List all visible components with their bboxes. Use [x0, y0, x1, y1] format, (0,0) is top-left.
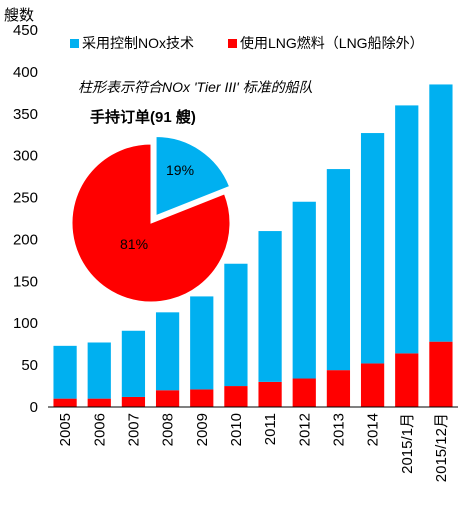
chart-annotation: 柱形表示符合NOx 'Tier III' 标准的船队 [78, 79, 313, 95]
bar-segment [87, 398, 111, 407]
pie-slice [155, 136, 231, 217]
bar-segment [360, 363, 385, 407]
bar-segment [360, 133, 385, 364]
legend-swatch-lng [228, 39, 237, 48]
inset-pie-chart: 手持订单(91 艘) 19% 81% [71, 108, 231, 303]
legend-label-lng: 使用LNG燃料（LNG船除外） [240, 35, 424, 51]
x-tick-label: 2006 [91, 413, 108, 446]
y-tick-label: 0 [30, 399, 38, 416]
x-tick-label: 2015/1月 [399, 413, 416, 474]
x-tick-label: 2012 [296, 413, 313, 446]
bar-segment [190, 389, 214, 407]
bar-segment [258, 381, 282, 407]
y-tick-label: 200 [13, 231, 38, 248]
y-tick-label: 250 [13, 190, 38, 207]
x-tick-label: 2009 [194, 413, 211, 446]
bar-segment [224, 263, 248, 387]
bar-segment [155, 312, 180, 391]
inset-pie-title: 手持订单(91 艘) [90, 108, 196, 126]
x-tick-label: 2008 [160, 413, 177, 446]
bar-segment [429, 341, 453, 407]
bar-segment [155, 390, 180, 407]
x-axis-labels: 2005 2006 2007 2008 2009 2010 2011 2012 2013 2014… [57, 413, 450, 482]
pie-slices [71, 136, 231, 303]
x-tick-label: 2015/12月 [433, 413, 450, 482]
bar-segment [292, 378, 316, 407]
legend-swatch-nox [70, 39, 79, 48]
bar-segment [326, 370, 351, 407]
bar-segment [258, 231, 282, 382]
y-tick-label: 350 [13, 106, 38, 123]
pie-label-lng: 81% [120, 236, 148, 252]
bar-segment [326, 169, 351, 371]
bar-segment [190, 296, 214, 390]
bar-segment [53, 345, 77, 399]
y-tick-label: 400 [13, 64, 38, 81]
bar-segment [121, 330, 146, 397]
y-axis-unit-label: 艘数 [4, 7, 34, 24]
pie-slice [71, 143, 231, 303]
y-axis-ticks: 0 50 100 150 200 250 300 350 400 450 [13, 22, 38, 416]
x-tick-label: 2010 [228, 413, 245, 446]
x-tick-label: 2005 [57, 413, 74, 446]
x-tick-label: 2011 [262, 413, 279, 445]
bar-segment [53, 398, 77, 407]
y-tick-label: 150 [13, 273, 38, 290]
legend: 采用控制NOx技术 使用LNG燃料（LNG船除外） [70, 35, 424, 51]
x-tick-label: 2013 [330, 413, 347, 446]
bar-segment [395, 353, 419, 407]
x-tick-label: 2014 [365, 413, 382, 446]
y-tick-label: 100 [13, 315, 38, 332]
bar-segment [224, 386, 248, 407]
legend-label-nox: 采用控制NOx技术 [82, 35, 194, 51]
y-tick-label: 300 [13, 148, 38, 165]
y-tick-label: 450 [13, 22, 38, 39]
bar-segment [292, 201, 316, 379]
bar-series-group [53, 84, 453, 407]
pie-label-nox: 19% [166, 162, 194, 178]
y-tick-label: 50 [21, 357, 38, 374]
x-tick-label: 2007 [125, 413, 142, 446]
bar-segment [121, 396, 146, 407]
bar-segment [87, 342, 111, 399]
bar-segment [395, 105, 419, 354]
bar-segment [429, 84, 453, 342]
